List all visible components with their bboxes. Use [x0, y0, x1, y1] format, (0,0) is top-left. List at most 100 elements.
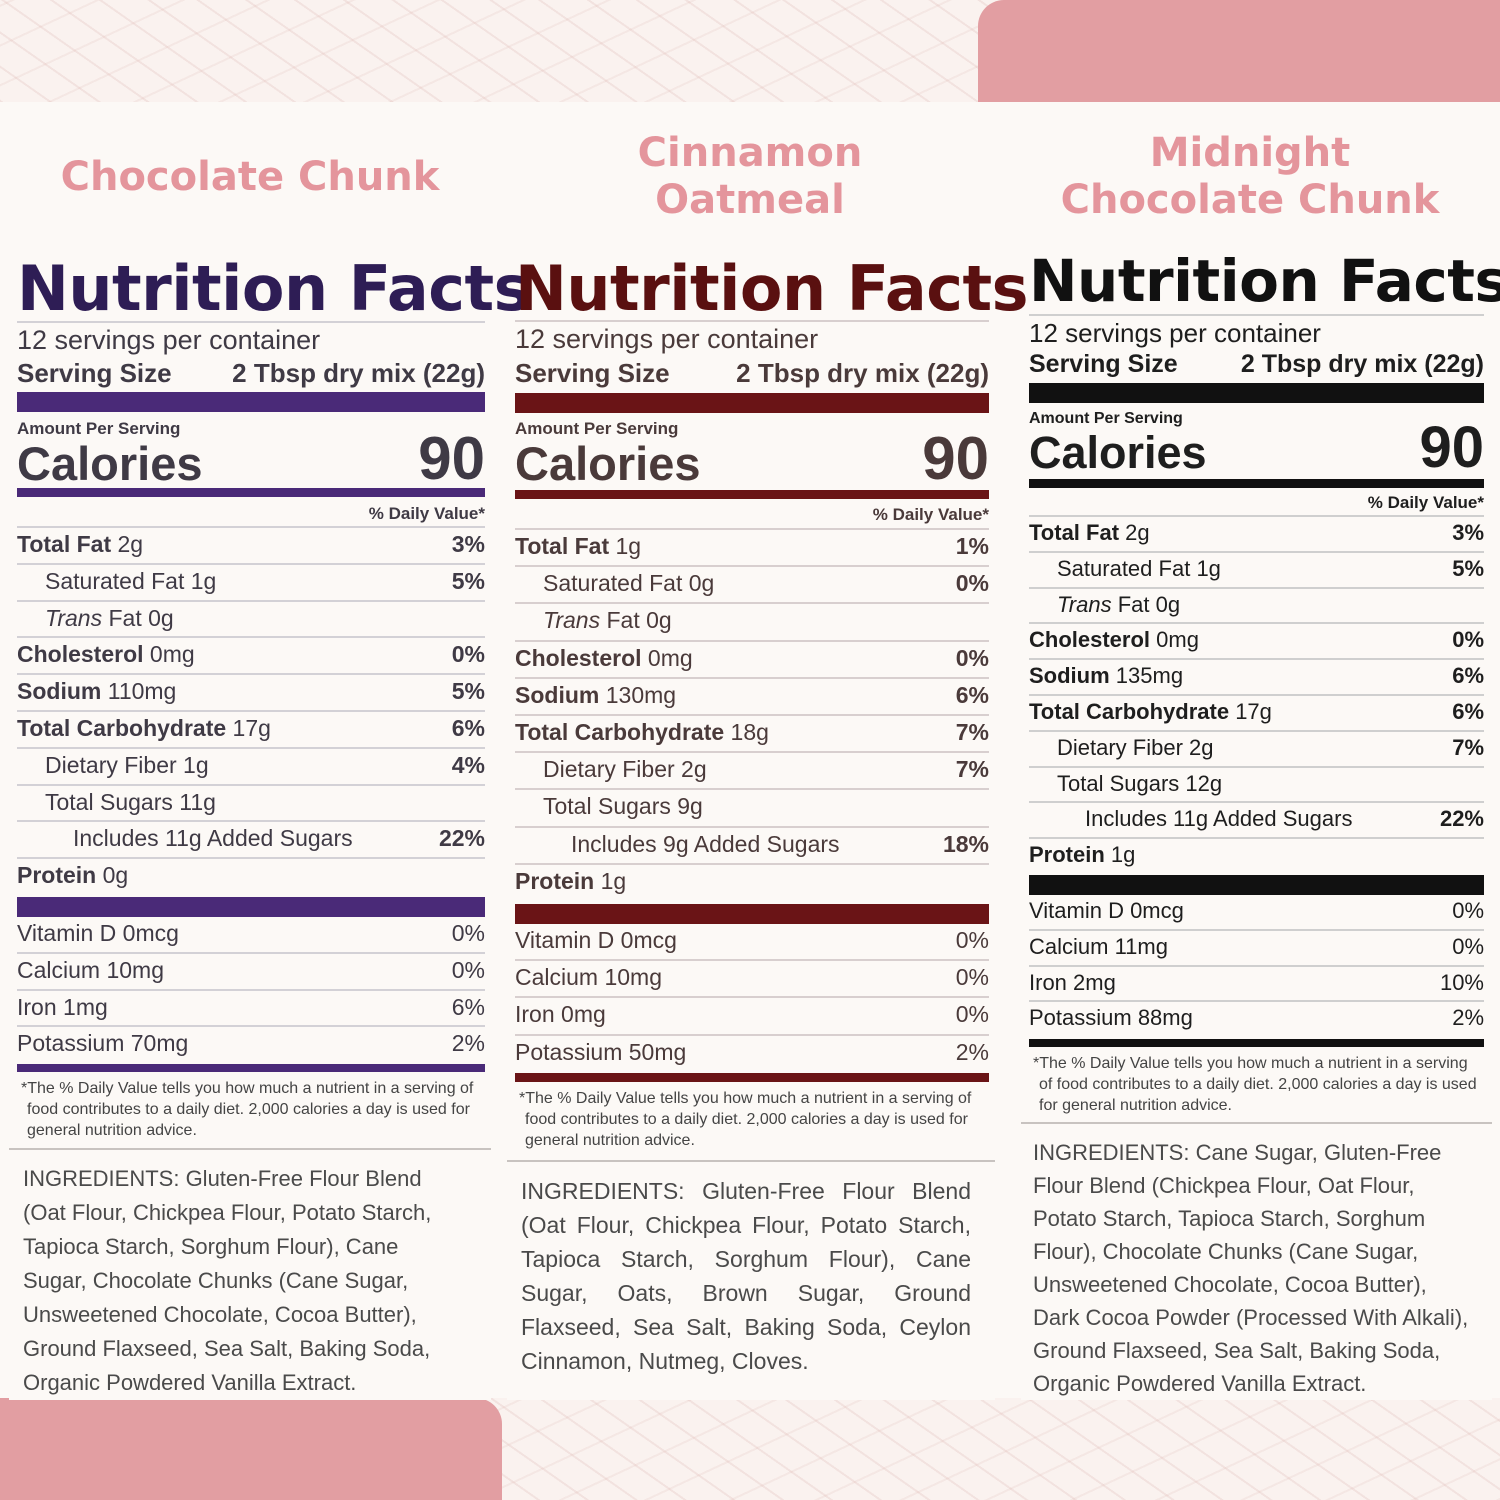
nutrient-amount: Fat 0g	[1117, 591, 1181, 617]
nutrient-amount: 2g	[681, 756, 707, 783]
nutrient-daily-value: 0%	[1452, 627, 1484, 653]
row-divider	[17, 783, 485, 786]
nutrition-facts-label: Nutrition Facts 12 servings per container…	[507, 0, 1029, 1400]
row-divider	[17, 710, 485, 712]
micronutrient-daily-value: 0%	[955, 964, 989, 991]
calories-value: 90	[1419, 415, 1484, 480]
nutrient-daily-value: 22%	[1439, 806, 1484, 832]
thick-divider	[17, 392, 485, 412]
nutrient-name-group: Dietary Fiber 2g	[515, 756, 707, 782]
nutrient-name-group: Saturated Fat 1g	[1029, 556, 1221, 581]
nutrient-row: Cholesterol 0mg 0%	[1029, 627, 1484, 653]
nutrient-name: Includes 11g Added Sugars	[1085, 806, 1353, 832]
medium-divider	[515, 1073, 989, 1082]
thick-divider	[17, 897, 485, 917]
nutrient-daily-value: 7%	[955, 756, 989, 783]
nutrient-name-group: Protein 0g	[17, 862, 128, 888]
nutrient-name-group: Trans Fat 0g	[1029, 592, 1180, 617]
micronutrient-row: Vitamin D 0mcg 0%	[1029, 898, 1484, 924]
flavor-title-line: Cinnamon	[637, 130, 863, 176]
nutrient-name-group: Dietary Fiber 2g	[1029, 735, 1214, 760]
divider	[1029, 314, 1484, 316]
nutrient-row: Total Fat 1g 1%	[515, 533, 989, 560]
nutrient-name: Sodium	[1029, 663, 1110, 689]
row-divider	[515, 639, 989, 642]
servings-per-container: 12 servings per container	[1029, 318, 1321, 348]
daily-value-footnote: *The % Daily Value tells you how much a …	[21, 1080, 474, 1139]
row-divider	[1029, 622, 1484, 625]
nutrient-amount: 11g	[179, 788, 216, 815]
nutrient-row: Includes 11g Added Sugars 22%	[17, 825, 485, 852]
nutrient-row: Sodium 130mg 6%	[515, 682, 989, 709]
serving-size-row: Serving Size 2 Tbsp dry mix (22g)	[1029, 350, 1484, 379]
medium-divider	[515, 490, 989, 499]
micronutrient-row: Vitamin D 0mcg 0%	[515, 927, 989, 954]
nutrient-row: Dietary Fiber 2g 7%	[515, 756, 989, 783]
nutrient-name: Cholesterol	[1029, 627, 1151, 653]
row-divider	[1029, 694, 1484, 696]
nutrient-row: Trans Fat 0g	[515, 607, 989, 634]
row-divider	[1029, 928, 1484, 931]
nutrient-name-group: Protein 1g	[515, 868, 626, 894]
nutrient-row: Saturated Fat 1g 5%	[1029, 556, 1484, 582]
nutrient-amount: 130mg	[605, 681, 677, 708]
row-divider	[515, 788, 989, 791]
nutrient-amount: 12g	[1185, 770, 1223, 796]
row-divider	[17, 988, 485, 991]
nutrient-daily-value: 5%	[1452, 555, 1484, 581]
row-divider	[1029, 550, 1484, 553]
micronutrient-daily-value: 2%	[955, 1038, 989, 1065]
ingredients-text: INGREDIENTS: Cane Sugar, Gluten-Free Flo…	[1033, 1140, 1469, 1396]
nutrient-name-group: Cholesterol 0mg	[17, 641, 195, 667]
nutrient-name: Sodium	[17, 678, 102, 705]
nutrient-row: Trans Fat 0g	[1029, 592, 1484, 618]
nutrient-row: Includes 9g Added Sugars 18%	[515, 831, 989, 858]
calories-label: Calories	[515, 437, 701, 490]
pink-accent-bottom	[0, 1398, 502, 1500]
row-divider	[1029, 801, 1484, 804]
nutrient-name: Total Sugars	[1057, 770, 1180, 796]
micronutrient-daily-value: 0%	[451, 956, 485, 983]
nutrient-name: Total Carbohydrate	[1029, 699, 1230, 724]
nutrition-facts-label: Nutrition Facts 12 servings per container…	[9, 0, 531, 1400]
nutrient-amount: 0mg	[647, 644, 693, 671]
nutrient-name: Saturated Fat	[1057, 555, 1191, 581]
micronutrient-row: Potassium 70mg 2%	[17, 1030, 485, 1057]
nutrient-row: Sodium 135mg 6%	[1029, 663, 1484, 689]
row-divider	[515, 959, 989, 962]
nutrient-name-group: Total Sugars 9g	[515, 793, 703, 819]
nutrient-row: Total Fat 2g 3%	[17, 531, 485, 558]
row-divider	[515, 862, 989, 865]
nutrient-daily-value: 1%	[955, 533, 989, 559]
nutrient-name: Sodium	[515, 681, 600, 708]
serving-size-row: Serving Size 2 Tbsp dry mix (22g)	[515, 358, 989, 389]
row-divider	[1029, 964, 1484, 967]
nutrient-name-group: Includes 11g Added Sugars	[1029, 806, 1352, 831]
nutrient-name: Dietary Fiber	[543, 756, 675, 783]
nutrient-daily-value: 18%	[942, 830, 989, 857]
nutrient-row: Saturated Fat 1g 5%	[17, 568, 485, 595]
daily-value-header: % Daily Value*	[369, 504, 485, 524]
micronutrient-name: Vitamin D 0mcg	[515, 927, 677, 953]
micronutrient-row: Calcium 11mg 0%	[1029, 934, 1484, 960]
nutrient-row: Cholesterol 0mg 0%	[515, 645, 989, 672]
divider	[515, 320, 989, 322]
row-divider	[17, 673, 485, 676]
micronutrient-daily-value: 0%	[955, 927, 989, 953]
micronutrient-name: Vitamin D 0mcg	[1029, 898, 1184, 923]
nutrient-daily-value: 3%	[1452, 520, 1484, 545]
daily-value-header-text: % Daily Value*	[1367, 493, 1484, 512]
serving-size-value: 2 Tbsp dry mix (22g)	[1240, 350, 1484, 378]
row-divider	[515, 676, 989, 679]
micronutrient-name: Potassium 70mg	[17, 1030, 189, 1057]
thick-divider	[1029, 875, 1484, 895]
calories-label: Calories	[17, 437, 203, 490]
nutrient-row: Cholesterol 0mg 0%	[17, 641, 485, 668]
micronutrient-name: Calcium 10mg	[515, 964, 662, 991]
nutrient-name-group: Trans Fat 0g	[515, 607, 672, 633]
nutrient-row: Saturated Fat 0g 0%	[515, 570, 989, 597]
nutrient-row: Protein 1g	[1029, 842, 1484, 868]
row-divider	[17, 746, 485, 749]
nutrient-amount: 9g	[677, 793, 703, 820]
row-divider	[1029, 837, 1484, 840]
